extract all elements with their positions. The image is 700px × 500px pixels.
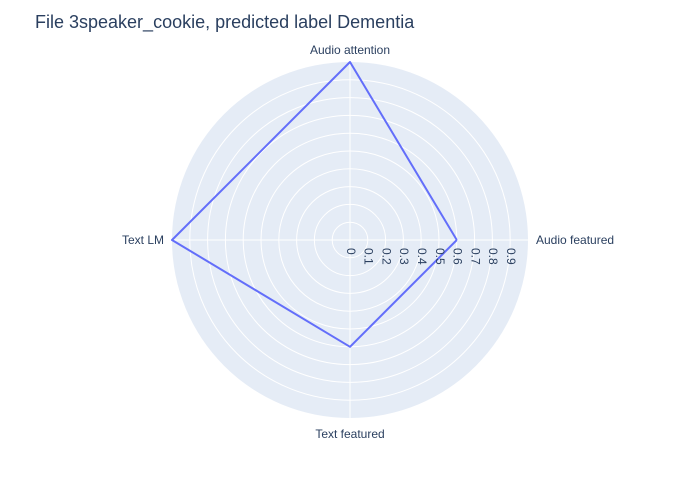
radial-tick-label: 0.2 bbox=[379, 248, 393, 265]
radial-tick-label: 0.9 bbox=[504, 248, 518, 265]
radial-tick-label: 0.1 bbox=[362, 248, 376, 265]
radial-tick-label: 0.5 bbox=[433, 248, 447, 265]
radial-tick-label: 0.6 bbox=[451, 248, 465, 265]
radial-tick-label: 0.7 bbox=[468, 248, 482, 265]
series-layer bbox=[171, 61, 458, 348]
angular-axis-label: Audio attention bbox=[310, 43, 390, 57]
radial-tick-label: 0.8 bbox=[486, 248, 500, 265]
chart-title: File 3speaker_cookie, predicted label De… bbox=[35, 12, 415, 32]
radial-tick-label: 0.4 bbox=[415, 248, 429, 265]
radial-tick-labels: 0 0.1 0.2 0.3 0.4 0.5 0.6 0.7 0.8 0.9 bbox=[344, 248, 518, 265]
angular-axis-label: Text featured bbox=[315, 427, 384, 441]
radial-tick-label: 0.3 bbox=[397, 248, 411, 265]
angular-axis-label: Audio featured bbox=[536, 233, 614, 247]
angular-axis-labels: Audio featured Audio attention Text LM Text… bbox=[122, 43, 614, 441]
radial-tick-label: 0 bbox=[344, 248, 358, 255]
angular-axis-label: Text LM bbox=[122, 233, 164, 247]
